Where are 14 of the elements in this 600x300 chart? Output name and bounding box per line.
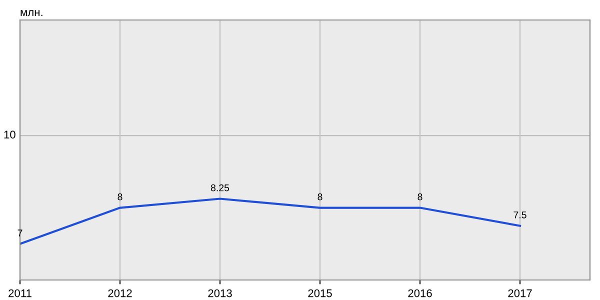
x-tick-label: 2015 — [308, 289, 332, 298]
x-tick-label: 2011 — [8, 289, 32, 298]
data-label: 8.25 — [210, 184, 230, 192]
x-tick-label: 2017 — [508, 289, 532, 298]
x-tick-label: 2016 — [408, 289, 432, 298]
ref-line-label: 10 — [4, 130, 16, 139]
data-label: 8 — [418, 193, 422, 200]
data-label: 8 — [118, 193, 122, 200]
data-label: 8 — [318, 193, 322, 200]
data-label: 7.5 — [514, 212, 526, 218]
data-label: 7 — [18, 230, 22, 236]
x-tick-label: 2012 — [108, 289, 132, 298]
y-axis-title: млн. — [20, 10, 42, 16]
x-tick-label: 2013 — [208, 289, 232, 298]
